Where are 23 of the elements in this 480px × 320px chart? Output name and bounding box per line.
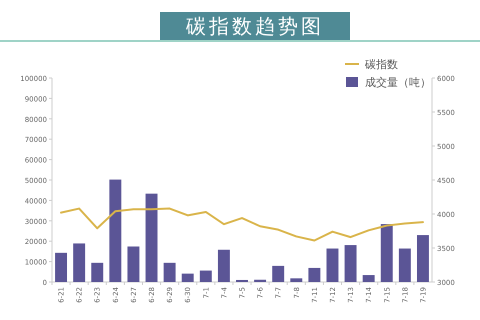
bar <box>200 270 212 282</box>
bar <box>380 224 393 282</box>
bar <box>290 278 302 282</box>
bar <box>308 268 320 282</box>
bar <box>91 262 104 282</box>
bar <box>272 266 284 282</box>
legend-label: 碳指数 <box>364 58 398 71</box>
bar <box>73 243 86 282</box>
bar <box>55 252 68 282</box>
bar <box>109 180 122 282</box>
bar <box>218 250 230 282</box>
bar <box>127 246 140 282</box>
bar <box>398 248 411 282</box>
line-series <box>60 208 424 242</box>
bar <box>182 274 194 282</box>
chart-title: 碳指数趋势图 <box>185 14 324 38</box>
bar <box>344 245 357 282</box>
bar <box>146 194 158 282</box>
bar <box>326 248 338 282</box>
bar <box>362 275 375 282</box>
legend-label: 成交量（吨） <box>365 76 431 89</box>
bar <box>416 235 429 282</box>
bar <box>164 262 176 282</box>
